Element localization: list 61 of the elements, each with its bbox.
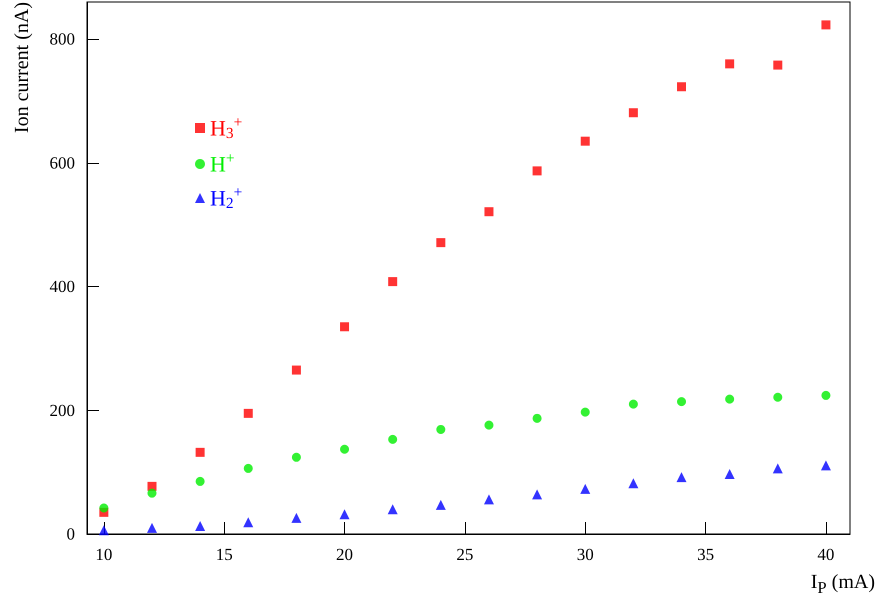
x-tick-label: 40: [817, 545, 834, 564]
point: [725, 59, 734, 68]
point: [243, 517, 254, 528]
point: [195, 520, 206, 531]
point: [677, 82, 686, 92]
point: [484, 494, 494, 504]
point: [821, 390, 830, 400]
point: [340, 444, 350, 454]
point: [484, 420, 494, 430]
point: [773, 60, 782, 70]
point: [340, 509, 350, 520]
point: [292, 452, 301, 462]
x-tick-label: 10: [95, 545, 112, 564]
point: [98, 525, 109, 536]
x-axis-title: I$_{P}$ (mA): [810, 571, 875, 597]
point: [580, 484, 590, 494]
point: [580, 136, 590, 146]
x-tick-label: 35: [697, 545, 714, 564]
point: [725, 394, 734, 404]
point: [244, 464, 253, 473]
point: [628, 400, 638, 409]
point: [147, 488, 156, 498]
y-axis-title: Ion current (nA): [11, 2, 33, 134]
point: [388, 434, 398, 444]
y-tick-label: 800: [50, 30, 75, 49]
point: [628, 478, 638, 488]
x-tick-label: 15: [216, 545, 233, 564]
point: [388, 277, 398, 286]
point: [580, 408, 590, 417]
x-tick-label: 30: [576, 545, 594, 564]
point: [146, 522, 157, 533]
y-tick-label: 200: [50, 400, 75, 420]
point: [292, 366, 301, 375]
point: [196, 476, 205, 486]
y-tick-label: 400: [50, 277, 75, 296]
point: [532, 414, 542, 423]
point: [388, 504, 398, 514]
y-tick-label: 0: [66, 524, 75, 544]
point: [484, 207, 494, 216]
point: [773, 392, 782, 402]
point: [436, 238, 446, 248]
point: [196, 448, 205, 457]
point: [821, 20, 830, 30]
point: [724, 468, 735, 479]
point: [628, 108, 638, 118]
point: [436, 500, 446, 510]
point: [99, 504, 108, 513]
point: [676, 472, 687, 482]
point: [532, 489, 542, 500]
legend-label: H+: [210, 150, 235, 176]
point: [291, 512, 302, 523]
y-tick-label: 600: [50, 153, 75, 172]
point: [820, 460, 831, 470]
x-tick-label: 20: [336, 545, 354, 564]
point: [244, 408, 253, 418]
point: [772, 463, 783, 474]
x-tick-label: 25: [456, 545, 474, 564]
point: [436, 424, 446, 434]
point: [532, 166, 542, 176]
point: [340, 322, 350, 332]
point: [677, 397, 686, 406]
